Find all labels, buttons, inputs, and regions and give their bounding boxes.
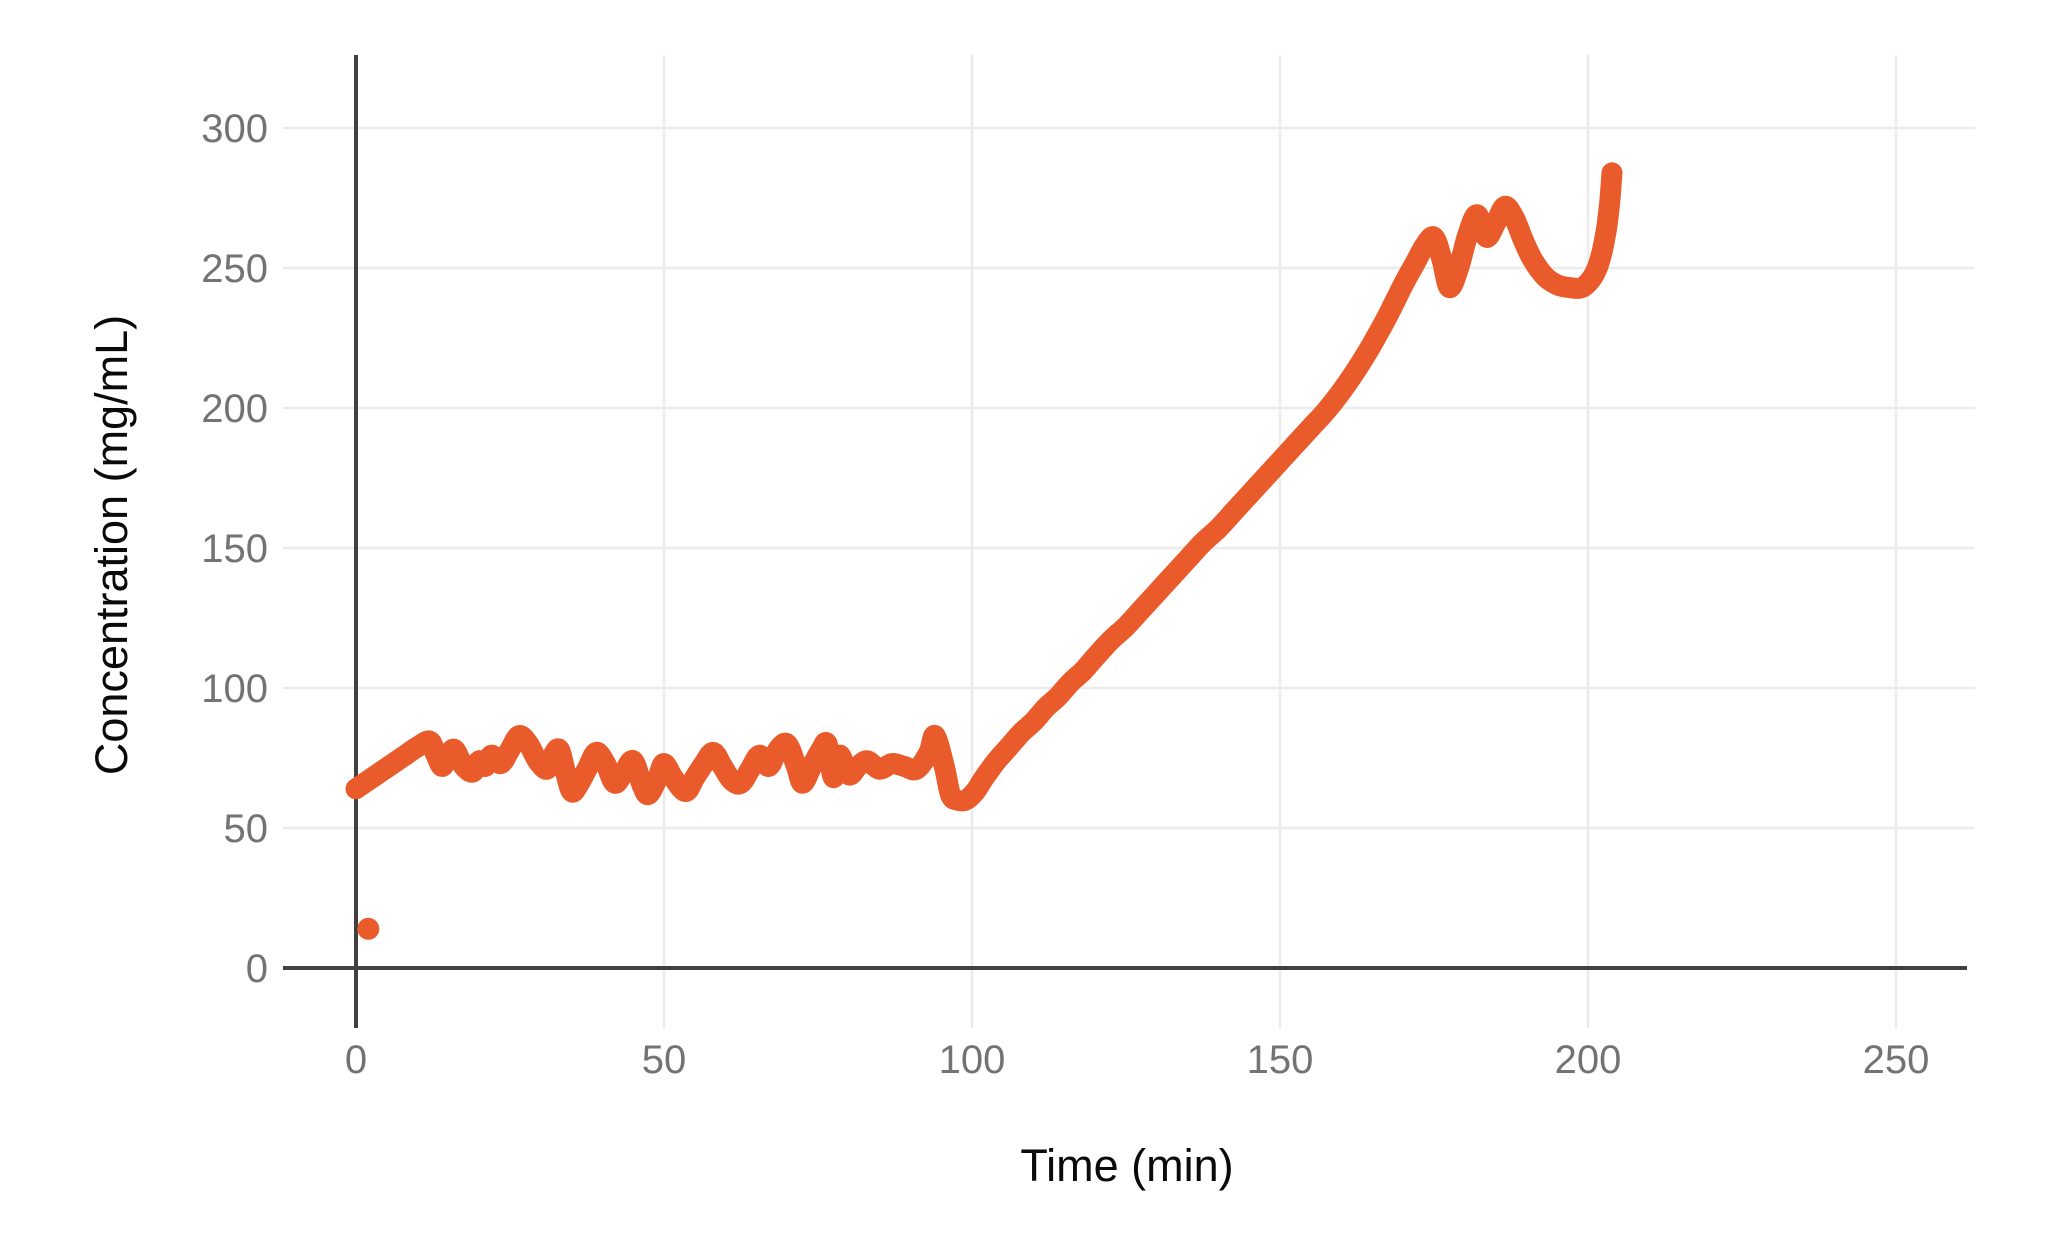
x-axis-title: Time (min) — [1020, 1140, 1234, 1191]
concentration-line — [345, 162, 1623, 812]
x-tick-label: 150 — [1247, 1038, 1314, 1082]
x-tick-label: 50 — [642, 1038, 687, 1082]
x-tick-label: 250 — [1863, 1038, 1930, 1082]
x-tick-label: 100 — [939, 1038, 1006, 1082]
y-axis-title: Concentration (mg/mL) — [86, 314, 137, 776]
x-tick-label: 0 — [345, 1038, 367, 1082]
y-tick-label: 250 — [201, 247, 268, 291]
y-tick-label: 300 — [201, 107, 268, 151]
x-tick-label: 200 — [1555, 1038, 1622, 1082]
y-tick-label: 150 — [201, 527, 268, 571]
outlier-point — [357, 917, 380, 940]
y-tick-label: 0 — [246, 947, 268, 991]
y-tick-label: 50 — [224, 807, 269, 851]
y-tick-label: 200 — [201, 387, 268, 431]
y-tick-label: 100 — [201, 667, 268, 711]
